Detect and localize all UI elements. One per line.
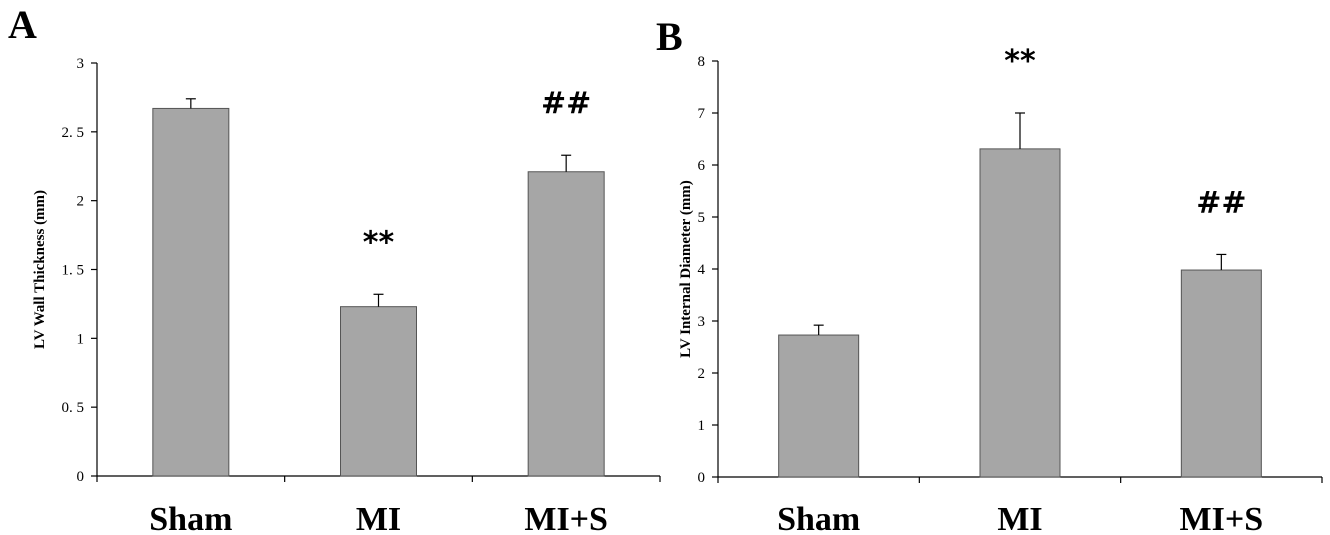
chart-a-y-tick-label: 2. 5 xyxy=(62,125,85,141)
chart-a-y-tick-label: 0. 5 xyxy=(62,400,85,416)
chart-a-significance-1: ** xyxy=(363,225,395,260)
chart-b-bar-0 xyxy=(778,334,860,478)
chart-a-y-tick-label: 1. 5 xyxy=(62,263,85,279)
chart-a-y-tick-label: 2 xyxy=(77,194,85,210)
chart-b-bar-1 xyxy=(979,148,1061,478)
chart-b-panel-letter: B xyxy=(656,14,683,59)
chart-a-bar-1 xyxy=(340,306,417,477)
chart-b-y-tick-label: 8 xyxy=(698,54,706,70)
chart-b-category-label-2: MI+S xyxy=(1180,501,1264,535)
chart-a-y-tick-label: 1 xyxy=(77,331,85,347)
chart-b-y-tick-label: 5 xyxy=(698,210,706,226)
chart-a-significance-2: ## xyxy=(541,86,591,121)
chart-a-y-tick-label: 3 xyxy=(77,56,85,72)
chart-b-y-axis-label: LV Internal Diameter (mm) xyxy=(678,180,694,358)
chart-a-y-tick-label: 0 xyxy=(77,469,85,485)
chart-a-bar-2 xyxy=(527,171,605,477)
chart-b-significance-1: ** xyxy=(1004,44,1036,79)
chart-a-category-label-2: MI+S xyxy=(524,501,608,535)
chart-b-y-tick-label: 3 xyxy=(698,314,706,330)
chart-a-panel-letter: A xyxy=(8,2,37,47)
chart-b-y-tick-label: 6 xyxy=(698,158,706,174)
chart-b-bar-2 xyxy=(1180,269,1262,478)
chart-b-y-tick-label: 1 xyxy=(698,418,706,434)
chart-b-significance-2: ## xyxy=(1196,185,1246,220)
chart-a-bar-0 xyxy=(152,107,230,477)
chart-a-y-axis-label: LV Wall Thickness (mm) xyxy=(32,190,48,349)
chart-b-y-tick-label: 2 xyxy=(698,366,706,382)
chart-a-category-label-1: MI xyxy=(356,501,401,535)
chart-b-category-label-0: Sham xyxy=(777,501,860,535)
chart-b-y-tick-label: 4 xyxy=(698,262,706,278)
chart-a-category-label-0: Sham xyxy=(149,501,232,535)
chart-b-category-label-1: MI xyxy=(997,501,1042,535)
chart-b-y-tick-label: 7 xyxy=(698,106,706,122)
chart-b-y-tick-label: 0 xyxy=(698,470,706,486)
